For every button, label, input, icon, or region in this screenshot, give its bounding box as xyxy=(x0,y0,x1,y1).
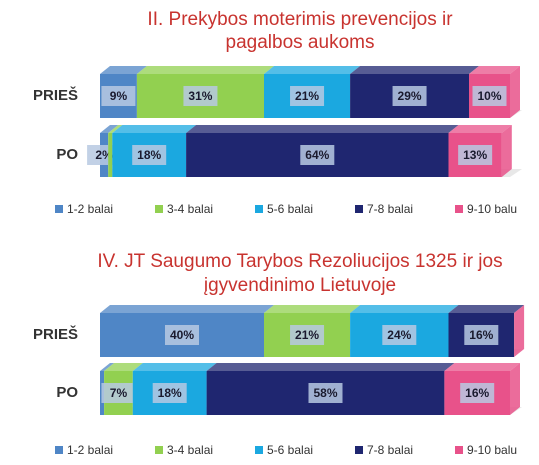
bar-end xyxy=(514,305,525,357)
label-box xyxy=(382,325,417,345)
label-box xyxy=(290,325,325,345)
bar-end xyxy=(510,363,520,415)
bar-top xyxy=(350,305,459,313)
bar-top xyxy=(104,363,143,371)
value-label: 7% xyxy=(110,386,128,400)
bar-top xyxy=(100,363,115,371)
bar-top xyxy=(108,125,123,133)
legend-label: 9-10 balu xyxy=(467,202,517,216)
bar-end xyxy=(510,66,520,118)
legend-swatch xyxy=(155,205,163,213)
label-box xyxy=(464,325,499,345)
bar-top xyxy=(112,125,197,133)
legend-label: 7-8 balai xyxy=(367,443,413,457)
value-label: 24% xyxy=(387,328,411,342)
label-box xyxy=(101,383,136,403)
legend-label: 9-10 balu xyxy=(467,443,517,457)
bar-top xyxy=(448,125,512,133)
legend-label: 5-6 balai xyxy=(267,202,313,216)
bar-top xyxy=(264,66,361,74)
value-label: 29% xyxy=(398,89,422,103)
value-label: 58% xyxy=(313,386,337,400)
legend-swatch xyxy=(55,446,63,454)
value-label: 64% xyxy=(305,148,329,162)
value-label: 18% xyxy=(158,386,182,400)
label-box xyxy=(132,145,167,165)
label-box xyxy=(460,383,495,403)
title-line: II. Prekybos moterimis prevencijos ir xyxy=(147,9,453,30)
title-line: IV. JT Saugumo Tarybos Rezoliucijos 1325… xyxy=(97,251,502,272)
category-label: PRIEŠ xyxy=(33,86,78,104)
bar-top xyxy=(100,66,147,74)
legend-swatch xyxy=(55,205,63,213)
legend-label: 1-2 balai xyxy=(67,443,113,457)
category-label: PO xyxy=(56,146,78,163)
label-box xyxy=(152,383,187,403)
legend-swatch xyxy=(455,446,463,454)
bar-top xyxy=(444,363,520,371)
label-box xyxy=(458,145,493,165)
bar-top xyxy=(264,305,361,313)
label-box xyxy=(290,86,325,106)
bar-top xyxy=(448,305,525,313)
legend-swatch xyxy=(155,446,163,454)
label-box xyxy=(308,383,343,403)
legend-label: 3-4 balai xyxy=(167,443,213,457)
bar-segment xyxy=(108,133,113,177)
legend-label: 7-8 balai xyxy=(367,202,413,216)
legend-swatch xyxy=(355,446,363,454)
label-box xyxy=(472,86,507,106)
value-label: 16% xyxy=(469,328,493,342)
value-label: 16% xyxy=(465,386,489,400)
label-box xyxy=(300,145,335,165)
title-line: pagalbos aukoms xyxy=(226,32,375,53)
bar-top xyxy=(206,363,455,371)
bar-top xyxy=(186,125,459,133)
legend-swatch xyxy=(255,205,263,213)
chart-title: IV. JT Saugumo Tarybos Rezoliucijos 1325… xyxy=(97,251,502,296)
chart-title: II. Prekybos moterimis prevencijos ir pag… xyxy=(147,9,453,53)
value-label: 9% xyxy=(110,89,128,103)
label-box xyxy=(183,86,218,106)
legend-swatch xyxy=(455,205,463,213)
bar-top xyxy=(132,363,217,371)
value-label: 21% xyxy=(295,328,319,342)
bar-top xyxy=(469,66,520,74)
legend-swatch xyxy=(255,446,263,454)
title-line: įgyvendinimo Lietuvoje xyxy=(204,275,396,296)
label-box xyxy=(165,325,199,345)
bar-end xyxy=(501,125,512,177)
category-label: PO xyxy=(56,384,78,401)
legend-swatch xyxy=(355,205,363,213)
bar-top xyxy=(350,66,479,74)
bar-top xyxy=(100,125,119,133)
bar-top xyxy=(100,305,274,313)
value-label: 18% xyxy=(137,148,161,162)
label-box xyxy=(392,86,427,106)
label-box xyxy=(101,86,136,106)
value-label: 13% xyxy=(463,148,487,162)
value-label: 31% xyxy=(188,89,212,103)
legend-label: 1-2 balai xyxy=(67,202,113,216)
value-label: 10% xyxy=(477,89,501,103)
legend-label: 3-4 balai xyxy=(167,202,213,216)
category-label: PRIEŠ xyxy=(33,325,78,343)
value-label: 21% xyxy=(295,89,319,103)
bar-top xyxy=(136,66,274,74)
legend-label: 5-6 balai xyxy=(267,443,313,457)
value-label: 40% xyxy=(170,328,194,342)
